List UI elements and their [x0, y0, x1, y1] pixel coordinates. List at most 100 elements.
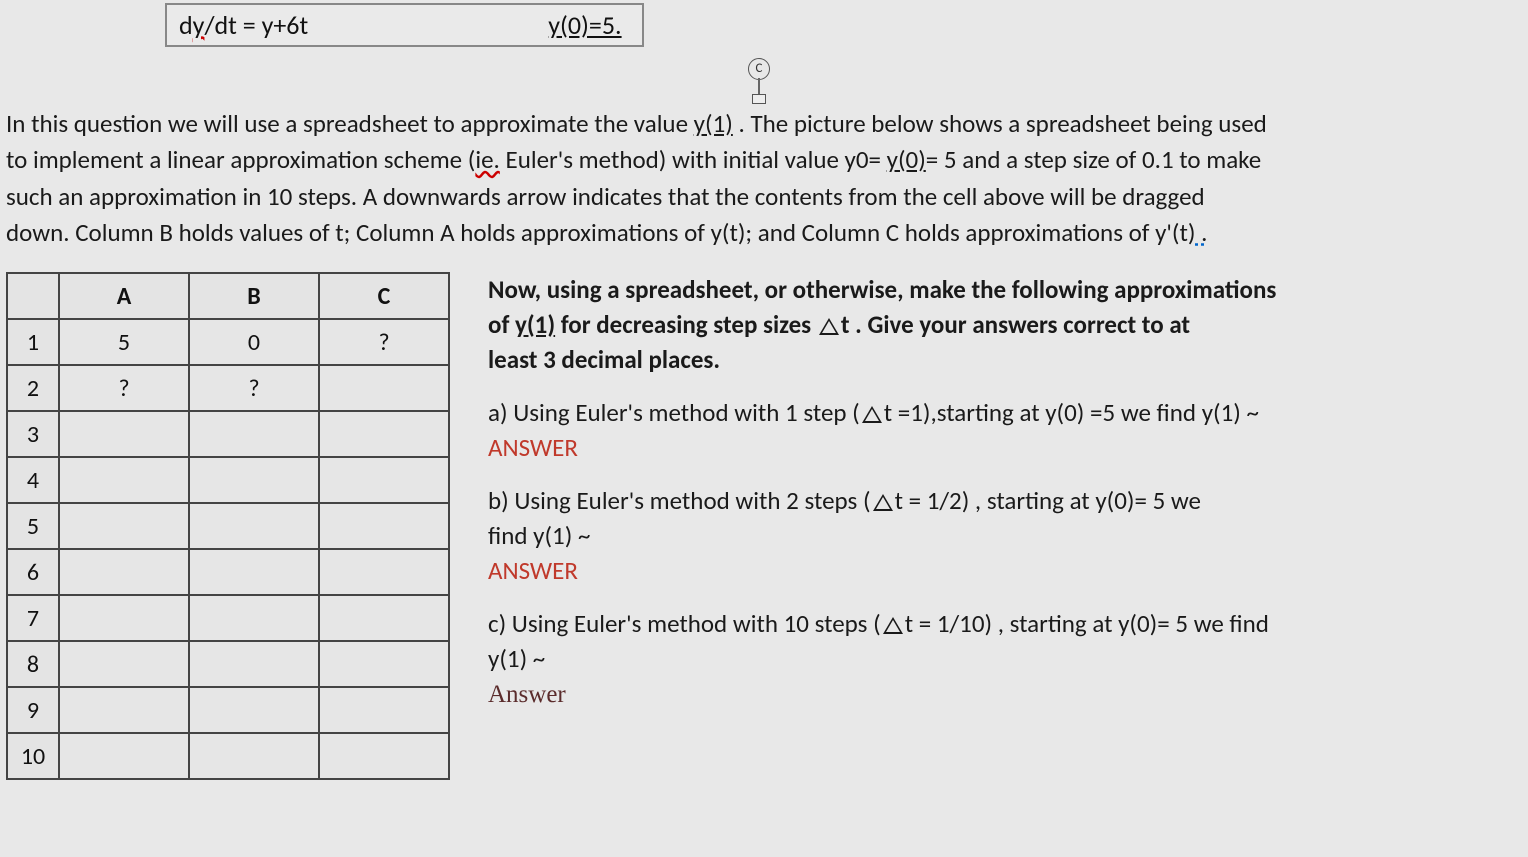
part-b-text: b) Using Euler's method with 2 steps (: [488, 485, 871, 516]
row-num: 2: [7, 365, 59, 411]
intro-text: Now, using a spreadsheet, or otherwise, …: [488, 274, 1276, 305]
cell[interactable]: [59, 733, 189, 779]
delta-icon: [819, 318, 839, 335]
cell[interactable]: [319, 365, 449, 411]
intro-text: least 3 decimal places.: [488, 344, 720, 375]
anchor-icon: [748, 78, 770, 104]
cell[interactable]: [319, 687, 449, 733]
para-text: such an approximation in 10 steps. A dow…: [6, 181, 1205, 212]
cell[interactable]: [59, 595, 189, 641]
cell[interactable]: [319, 411, 449, 457]
cell[interactable]: 0: [189, 319, 319, 365]
para-text: to implement a linear approximation sche…: [6, 144, 475, 175]
intro-text: of: [488, 309, 515, 340]
cell[interactable]: [59, 503, 189, 549]
answer-placeholder-a[interactable]: ANSWER: [488, 432, 578, 463]
part-a-text: a) Using Euler's method with 1 step (: [488, 397, 860, 428]
para-y1: y(1): [694, 108, 733, 139]
col-header-b: B: [189, 273, 319, 319]
cell[interactable]: [189, 503, 319, 549]
cell[interactable]: [59, 457, 189, 503]
intro-paragraph: Now, using a spreadsheet, or otherwise, …: [488, 272, 1528, 377]
table-row: 2??: [7, 365, 449, 411]
row-num: 10: [7, 733, 59, 779]
table-row: 8: [7, 641, 449, 687]
cell[interactable]: [189, 457, 319, 503]
para-y0: y(0): [887, 144, 926, 175]
cell[interactable]: [319, 457, 449, 503]
part-c-text: c) Using Euler's method with 10 steps (: [488, 608, 881, 639]
para-ie: ie.: [475, 144, 500, 175]
part-c: c) Using Euler's method with 10 steps ( t…: [488, 606, 1528, 712]
para-text: = 5 and a step size of 0.1 to make: [926, 144, 1261, 175]
spreadsheet-table-wrap: A B C 150? 2?? 3 4 5 6 7 8 9 10: [6, 272, 466, 780]
lower-section: A B C 150? 2?? 3 4 5 6 7 8 9 10 Now, usi…: [6, 272, 1528, 780]
eq-y-wavy: y: [193, 9, 205, 41]
cell[interactable]: 5: [59, 319, 189, 365]
table-row: 4: [7, 457, 449, 503]
cell[interactable]: [59, 411, 189, 457]
cell[interactable]: [189, 687, 319, 733]
equation-bar: dy/dt = y+6t y(0)=5.: [0, 0, 1528, 50]
question-parts: Now, using a spreadsheet, or otherwise, …: [466, 272, 1528, 780]
part-b: b) Using Euler's method with 2 steps ( t …: [488, 483, 1528, 588]
row-num: 3: [7, 411, 59, 457]
eq-rest: /dt = y+6t: [204, 9, 308, 41]
row-num: 1: [7, 319, 59, 365]
cell[interactable]: [189, 733, 319, 779]
question-paragraph: In this question we will use a spreadshe…: [6, 106, 1528, 251]
answer-placeholder-c[interactable]: Answer: [488, 681, 566, 708]
delta-icon: [862, 406, 882, 423]
cell[interactable]: [59, 687, 189, 733]
table-row: 10: [7, 733, 449, 779]
row-num: 6: [7, 549, 59, 595]
part-c-text: y(1) ~: [488, 643, 545, 674]
cell[interactable]: [319, 549, 449, 595]
cell[interactable]: [189, 641, 319, 687]
cell[interactable]: ?: [189, 365, 319, 411]
para-dot: .: [1195, 217, 1207, 248]
col-header-a: A: [59, 273, 189, 319]
table-row: 150?: [7, 319, 449, 365]
eq-d: d: [179, 9, 193, 41]
cell[interactable]: [59, 641, 189, 687]
cell[interactable]: [319, 503, 449, 549]
part-b-text: t = 1/2) , starting at y(0)= 5 we: [895, 485, 1201, 516]
answer-placeholder-b[interactable]: ANSWER: [488, 555, 578, 586]
part-c-text: t = 1/10) , starting at y(0)= 5 we find: [905, 608, 1269, 639]
cell[interactable]: [319, 641, 449, 687]
table-row: 9: [7, 687, 449, 733]
table-row: 6: [7, 549, 449, 595]
table-row: 3: [7, 411, 449, 457]
cell[interactable]: [319, 733, 449, 779]
intro-text: for decreasing step sizes: [555, 309, 817, 340]
delta-icon: [873, 494, 893, 511]
cell[interactable]: [319, 595, 449, 641]
part-a-text: t =1),starting at y(0) =5 we find y(1) ~: [884, 397, 1259, 428]
para-text: down. Column B holds values of t; Column…: [6, 217, 1195, 248]
para-text: . The picture below shows a spreadsheet …: [733, 108, 1267, 139]
equation-initial-condition: y(0)=5.: [548, 9, 621, 41]
para-text: Euler's method) with initial value y0=: [500, 144, 887, 175]
para-text: In this question we will use a spreadshe…: [6, 108, 694, 139]
cell[interactable]: [59, 549, 189, 595]
spreadsheet-table: A B C 150? 2?? 3 4 5 6 7 8 9 10: [6, 272, 450, 780]
delta-icon: [883, 617, 903, 634]
equation-left-box: dy/dt = y+6t y(0)=5.: [165, 3, 644, 47]
cell[interactable]: ?: [59, 365, 189, 411]
row-num: 8: [7, 641, 59, 687]
cell[interactable]: [189, 549, 319, 595]
intro-text: t . Give your answers correct to at: [841, 309, 1190, 340]
row-num: 9: [7, 687, 59, 733]
table-corner: [7, 273, 59, 319]
table-row: 5: [7, 503, 449, 549]
comment-marker-icon[interactable]: C: [748, 58, 770, 80]
col-header-c: C: [319, 273, 449, 319]
part-a: a) Using Euler's method with 1 step ( t =…: [488, 395, 1528, 465]
table-row: 7: [7, 595, 449, 641]
intro-y1: y(1): [515, 309, 555, 340]
cell[interactable]: ?: [319, 319, 449, 365]
cell[interactable]: [189, 595, 319, 641]
row-num: 7: [7, 595, 59, 641]
cell[interactable]: [189, 411, 319, 457]
